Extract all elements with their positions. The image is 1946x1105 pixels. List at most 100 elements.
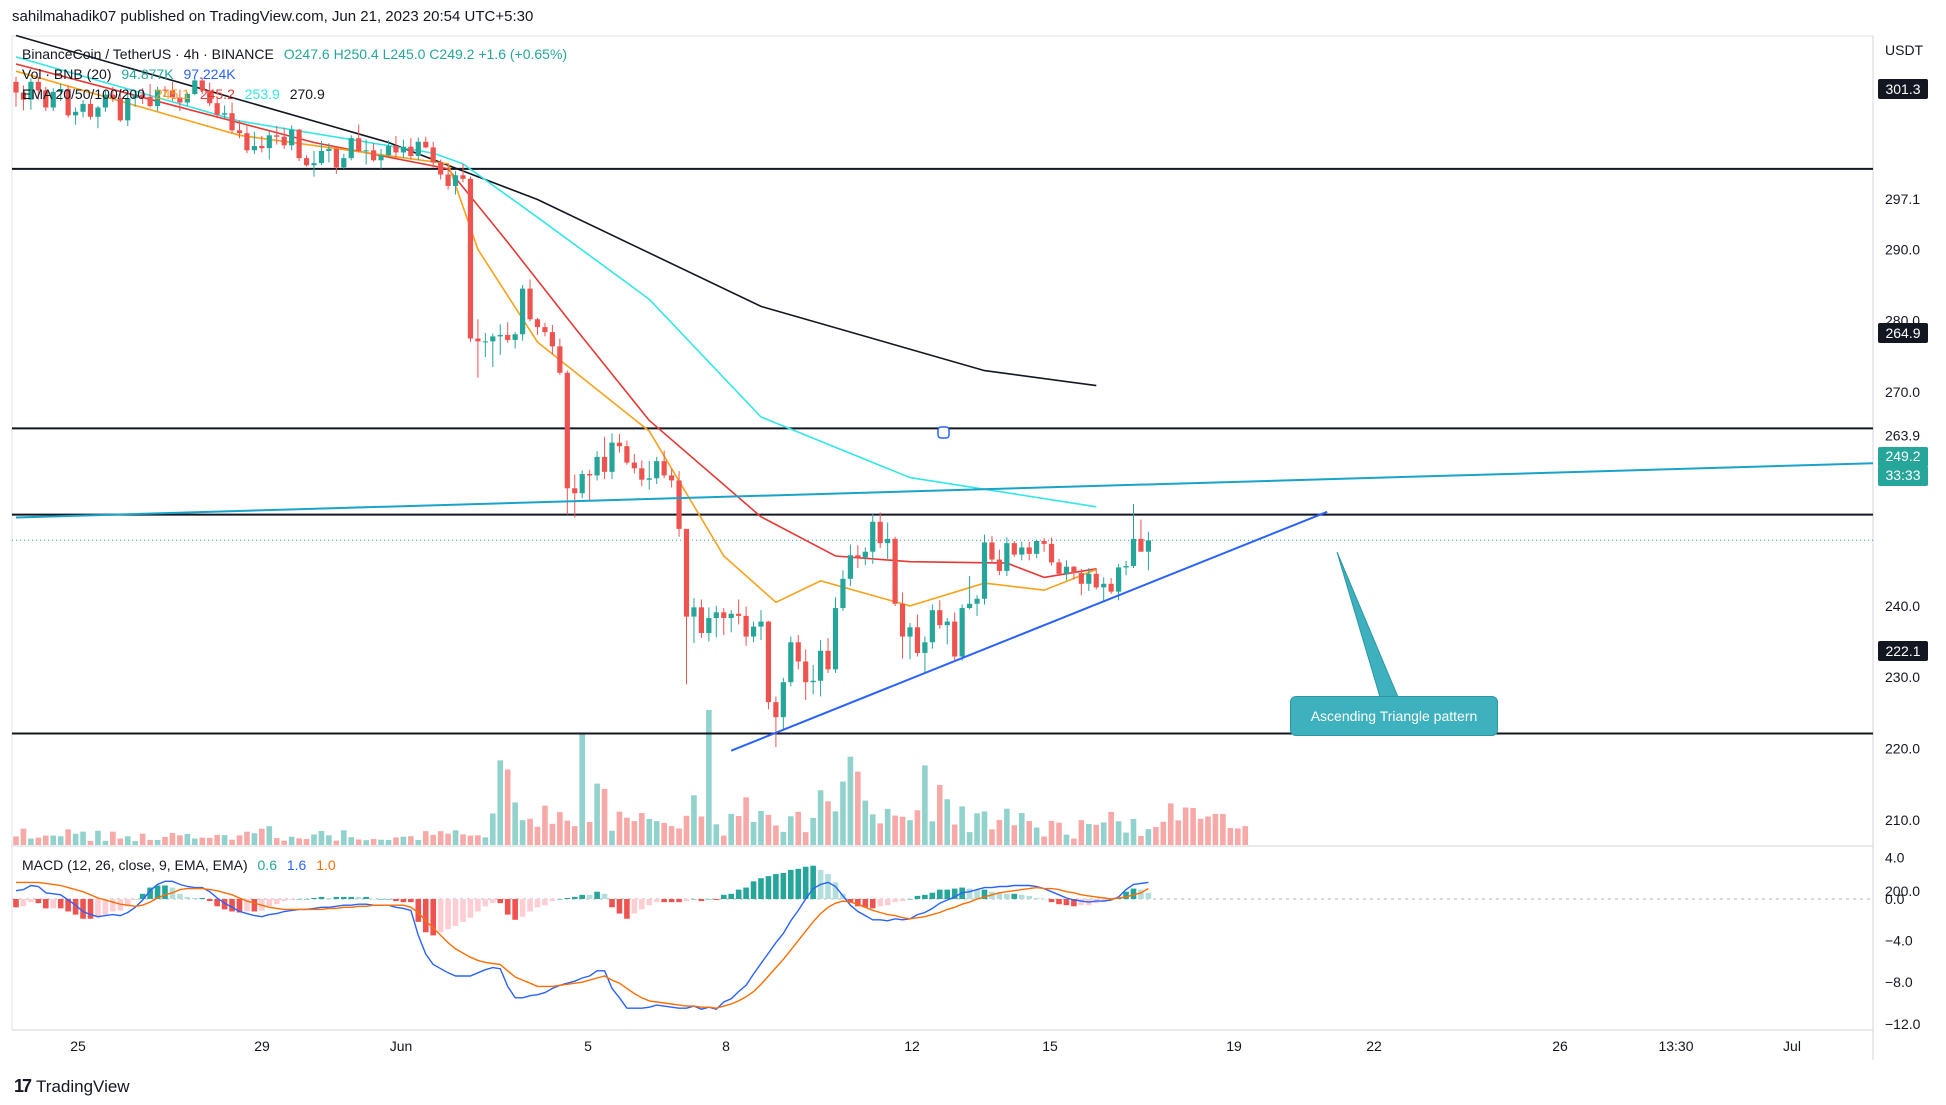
macd-histogram-bar — [586, 894, 593, 899]
legend-ema20: 245.1 — [154, 86, 190, 102]
legend-ema-label[interactable]: EMA 20/50/100/200 — [22, 86, 145, 102]
candle-body — [35, 81, 41, 91]
candle-body — [1071, 566, 1077, 574]
legend-macd-row: MACD (12, 26, close, 9, EMA, EMA) 0.6 1.… — [22, 857, 342, 873]
candle-body — [512, 334, 518, 340]
candle-body — [58, 88, 64, 92]
candle-body — [1034, 541, 1040, 554]
macd-histogram-bar — [579, 894, 585, 899]
macd-histogram-bar — [601, 893, 608, 899]
candle-body — [616, 442, 623, 447]
volume-bar — [951, 824, 958, 845]
candle-body — [400, 146, 406, 153]
candle-body — [132, 94, 138, 99]
macd-histogram-bar — [802, 866, 809, 899]
volume-bar — [385, 839, 392, 845]
volume-bar — [1153, 827, 1159, 845]
macd-histogram-bar — [43, 899, 49, 909]
time-axis-tick: 29 — [254, 1038, 270, 1054]
macd-histogram-bar — [944, 889, 951, 899]
candle-body — [825, 650, 831, 670]
candle-body — [728, 613, 734, 619]
candle-body — [1101, 583, 1107, 588]
price-axis-tick: 290.0 — [1885, 241, 1920, 257]
candle-body — [393, 146, 399, 153]
volume-bar — [1056, 822, 1062, 845]
candle-body — [520, 288, 526, 335]
macd-histogram-bar — [728, 893, 734, 899]
volume-bar — [825, 801, 831, 845]
volume-bar — [646, 819, 653, 845]
candle-body — [892, 538, 898, 604]
volume-bar — [758, 810, 764, 845]
time-axis-tick: 13:30 — [1658, 1038, 1693, 1054]
volume-bar — [244, 831, 250, 845]
ema20-line — [15, 70, 1097, 607]
macd-histogram-bar — [683, 899, 690, 902]
candle-body — [922, 642, 928, 653]
candle-body — [996, 559, 1002, 571]
volume-bar — [147, 839, 153, 845]
volume-bar — [683, 815, 690, 845]
legend-vol-label[interactable]: Vol · BNB (20) — [22, 66, 112, 82]
legend-macd-label[interactable]: MACD (12, 26, close, 9, EMA, EMA) — [22, 857, 248, 873]
volume-bar — [467, 835, 474, 845]
candle-body — [408, 146, 414, 156]
macd-histogram-bar — [706, 899, 712, 900]
macd-axis-tick: −4.0 — [1885, 933, 1913, 949]
volume-bar — [780, 831, 787, 845]
macd-histogram-bar — [124, 899, 131, 907]
candle-body — [1130, 538, 1137, 566]
candle-body — [222, 113, 228, 115]
candle-body — [244, 133, 250, 151]
legend-vol-value: 94.877K — [121, 66, 174, 82]
volume-bar — [996, 819, 1003, 845]
candle-body — [1011, 543, 1017, 555]
candle-body — [639, 468, 645, 480]
volume-bar — [884, 808, 891, 845]
candle-body — [385, 146, 392, 156]
candle-body — [192, 80, 198, 94]
volume-bar — [422, 831, 429, 845]
candle-body — [184, 93, 190, 103]
candle-body — [937, 610, 943, 626]
macd-histogram-bar — [788, 869, 794, 899]
volume-bar — [1167, 803, 1174, 845]
candle-body — [974, 598, 980, 604]
macd-histogram-bar — [951, 888, 958, 899]
volume-bar — [378, 839, 384, 845]
macd-histogram-bar — [1056, 899, 1062, 905]
candle-body — [818, 650, 824, 681]
volume-bar — [728, 813, 734, 845]
candle-body — [631, 462, 637, 469]
candle-body — [773, 702, 779, 718]
macd-histogram-bar — [437, 899, 444, 933]
volume-bar — [594, 783, 600, 845]
volume-bar — [1011, 825, 1018, 845]
macd-histogram-bar — [862, 899, 869, 908]
macd-histogram-bar — [1004, 893, 1010, 899]
candle-body — [452, 175, 459, 186]
macd-histogram-bar — [1033, 897, 1040, 899]
macd-histogram-bar — [810, 865, 816, 899]
macd-histogram-bar — [102, 899, 109, 915]
macd-histogram-bar — [892, 899, 898, 903]
macd-histogram-bar — [504, 899, 511, 915]
candle-body — [490, 336, 496, 342]
pattern-annotation[interactable]: Ascending Triangle pattern — [1290, 696, 1498, 736]
macd-histogram-bar — [221, 899, 228, 910]
macd-histogram-bar — [318, 896, 325, 899]
candle-body — [587, 473, 593, 476]
current-price: 249.2 — [1885, 448, 1921, 464]
macd-histogram-bar — [147, 887, 153, 899]
candle-body — [423, 141, 429, 148]
tradingview-logo[interactable]: 17 TradingView — [14, 1076, 130, 1097]
candle-body — [251, 146, 257, 151]
macd-histogram-bar — [139, 893, 146, 899]
candle-body — [1108, 583, 1114, 592]
price-axis-tick: 270.0 — [1885, 384, 1920, 400]
legend-symbol[interactable]: BinanceCoin / TetherUS · 4h · BINANCE — [22, 46, 274, 62]
macd-histogram-bar — [691, 899, 697, 900]
macd-histogram-bar — [1145, 892, 1152, 899]
